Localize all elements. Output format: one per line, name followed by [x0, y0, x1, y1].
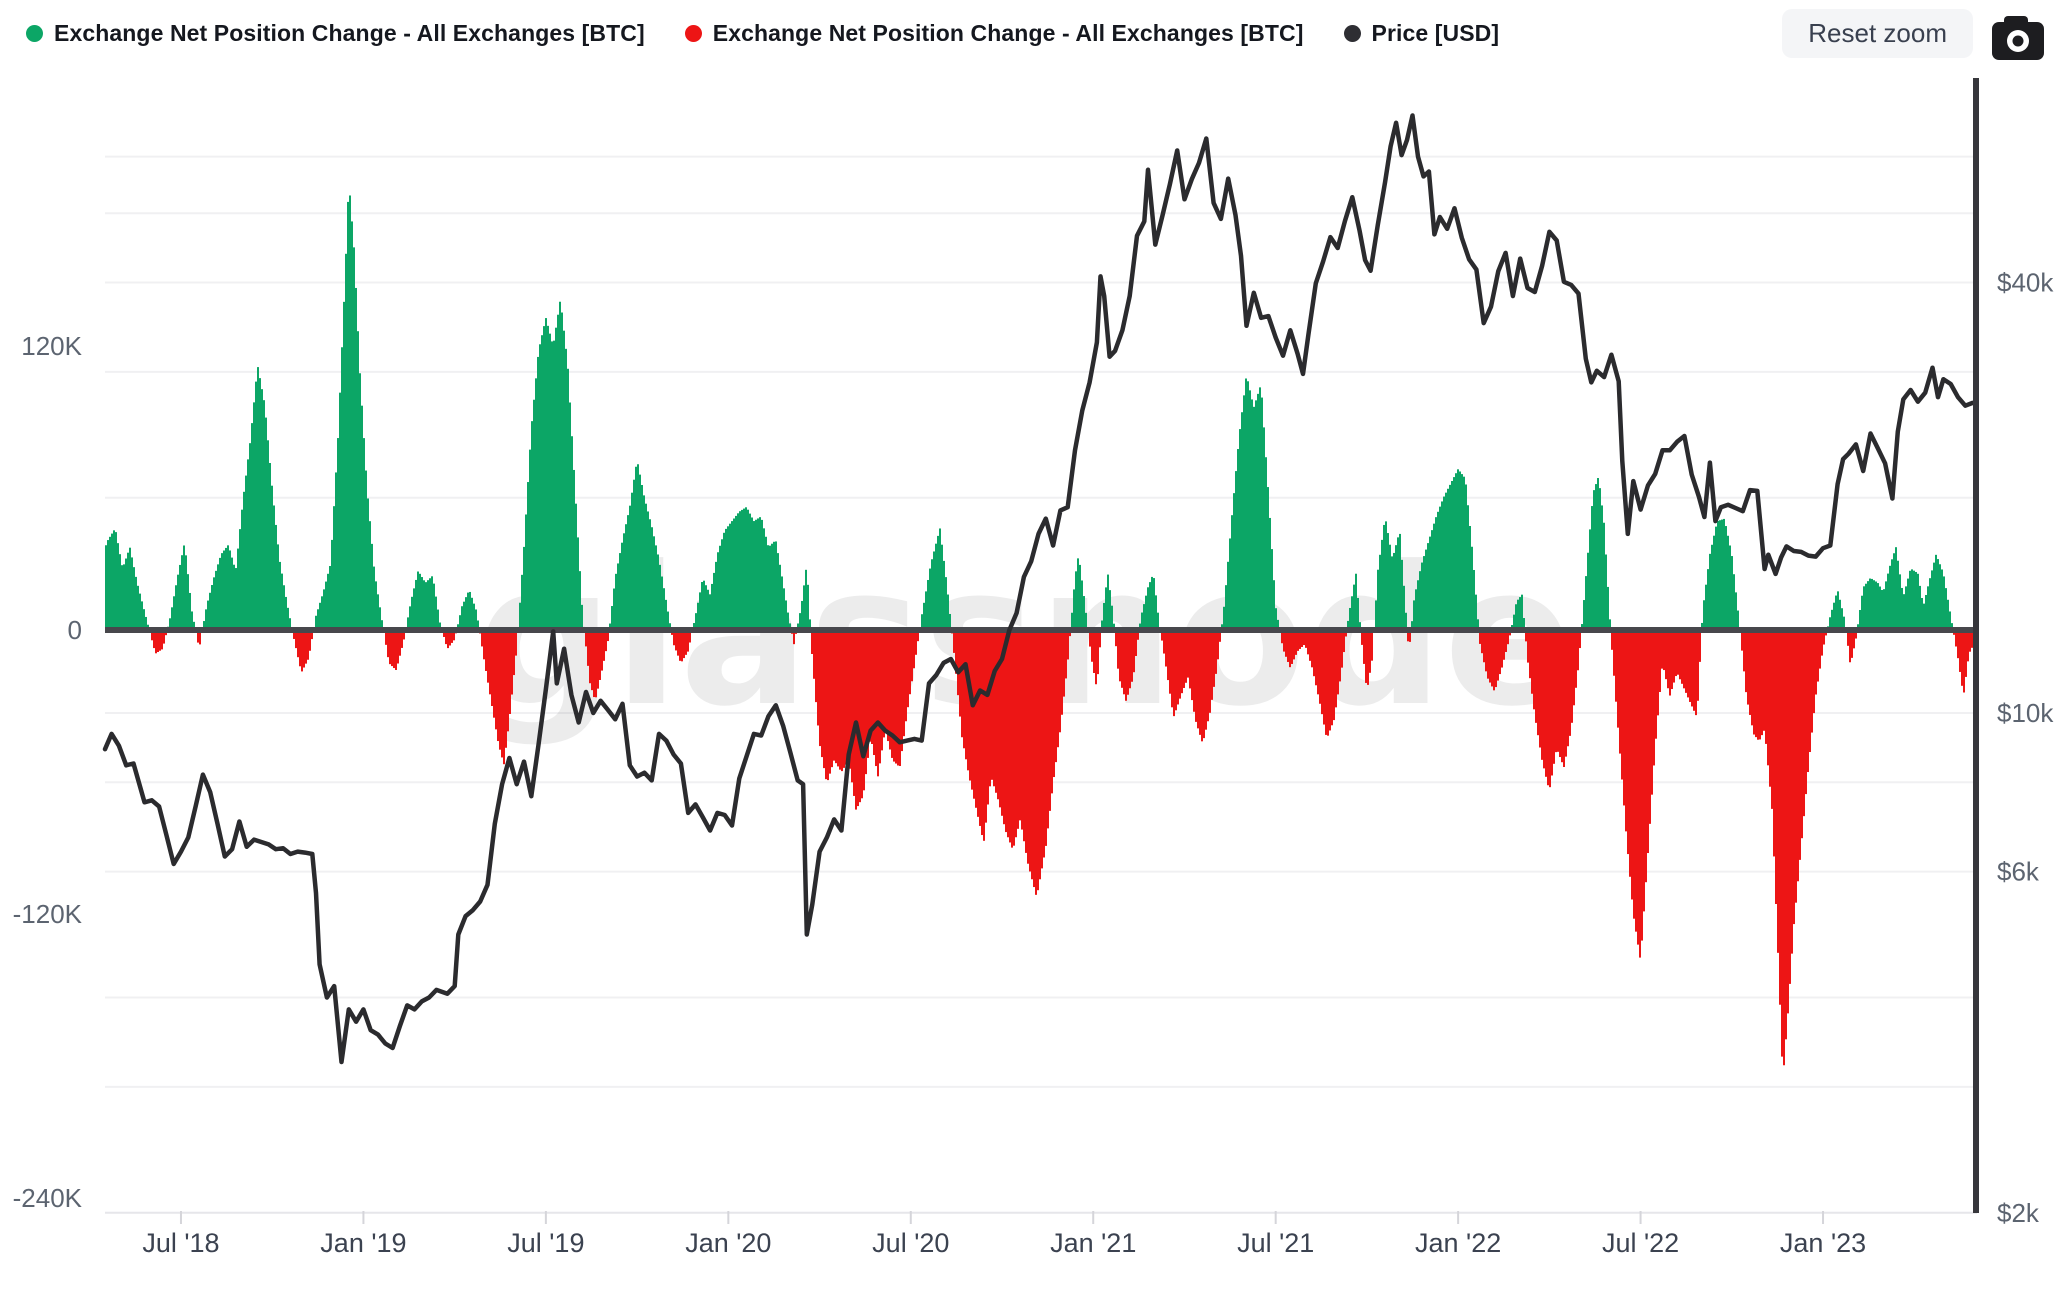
legend-label: Price [USD]	[1371, 19, 1500, 46]
svg-text:120K: 120K	[21, 331, 82, 361]
camera-icon[interactable]	[1989, 14, 2047, 62]
svg-text:Jan '20: Jan '20	[685, 1228, 771, 1258]
right-axis-line	[1973, 78, 1979, 1213]
black-dot-icon	[1343, 24, 1361, 42]
svg-text:$2k: $2k	[1997, 1198, 2040, 1228]
svg-text:$40k: $40k	[1997, 268, 2054, 298]
camera-icon-glyph	[1992, 16, 2044, 60]
right-axis-labels: $40k $10k $6k $2k	[1997, 268, 2054, 1228]
price-line[interactable]	[102, 113, 1975, 1065]
svg-text:Jul '21: Jul '21	[1237, 1228, 1314, 1258]
legend-label: Exchange Net Position Change - All Excha…	[54, 19, 645, 46]
netflow-bars[interactable]	[105, 195, 1975, 1066]
left-axis-labels: 120K 0 -120K -240K	[13, 331, 83, 1213]
red-dot-icon	[684, 24, 702, 42]
svg-text:Jul '22: Jul '22	[1602, 1228, 1679, 1258]
x-axis-labels: Jul '18 Jan '19 Jul '19 Jan '20 Jul '20 Jan '…	[142, 1211, 1866, 1258]
legend-item-price[interactable]: Price [USD]	[1343, 19, 1500, 47]
svg-text:Jan '19: Jan '19	[320, 1228, 406, 1258]
svg-text:-120K: -120K	[13, 899, 83, 929]
legend-label: Exchange Net Position Change - All Excha…	[712, 19, 1304, 46]
svg-text:Jan '21: Jan '21	[1050, 1228, 1136, 1258]
legend-item-netflow-positive[interactable]: Exchange Net Position Change - All Excha…	[26, 20, 645, 47]
svg-text:Jan '22: Jan '22	[1415, 1228, 1501, 1258]
svg-text:Jul '19: Jul '19	[507, 1228, 584, 1258]
svg-text:Jul '18: Jul '18	[142, 1228, 219, 1258]
chart-header: Exchange Net Position Change - All Excha…	[0, 0, 2061, 66]
svg-text:$6k: $6k	[1997, 857, 2040, 887]
svg-text:Jan '23: Jan '23	[1780, 1228, 1866, 1258]
svg-text:0: 0	[68, 615, 82, 645]
legend: Exchange Net Position Change - All Excha…	[0, 20, 1499, 47]
svg-text:Jul '20: Jul '20	[872, 1228, 949, 1258]
svg-text:-240K: -240K	[13, 1183, 83, 1213]
legend-item-netflow-negative[interactable]: Exchange Net Position Change - All Excha…	[684, 19, 1304, 47]
svg-text:$10k: $10k	[1997, 698, 2054, 728]
zero-line	[105, 627, 1977, 633]
reset-zoom-button[interactable]: Reset zoom	[1782, 9, 1973, 58]
green-dot-icon	[26, 24, 43, 42]
